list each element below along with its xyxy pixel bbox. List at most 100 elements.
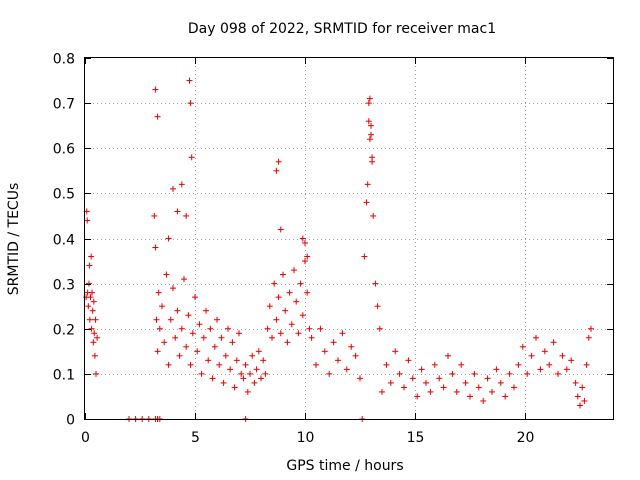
data-point — [453, 388, 460, 395]
data-point — [92, 316, 99, 323]
data-point — [326, 370, 333, 377]
data-point — [185, 312, 192, 319]
data-point — [392, 348, 399, 355]
data-point — [308, 334, 315, 341]
data-point — [379, 388, 385, 395]
y-tick-label: 0 — [66, 413, 75, 429]
data-point — [339, 330, 346, 337]
data-point — [405, 357, 412, 364]
data-point — [277, 330, 284, 337]
data-point — [546, 361, 553, 368]
data-point — [155, 289, 162, 296]
data-point — [497, 379, 504, 386]
data-point — [372, 280, 379, 287]
data-point — [383, 361, 390, 368]
data-point — [90, 339, 97, 346]
data-point — [414, 393, 421, 400]
data-point — [247, 370, 253, 377]
data-point — [291, 267, 297, 274]
data-point — [188, 154, 195, 161]
data-point — [165, 361, 172, 368]
data-point — [273, 316, 280, 323]
x-tick-label: 15 — [407, 430, 425, 446]
data-point — [167, 316, 174, 323]
data-point — [572, 379, 579, 386]
data-point — [369, 154, 376, 161]
data-point — [302, 258, 308, 265]
data-point — [183, 343, 190, 350]
data-point — [198, 370, 205, 377]
y-tick-label: 0.1 — [53, 368, 75, 384]
data-point — [588, 325, 594, 332]
data-point — [363, 199, 370, 206]
data-point — [524, 370, 531, 377]
data-point — [87, 294, 94, 301]
data-point — [216, 361, 223, 368]
data-point — [156, 325, 163, 332]
data-point — [233, 357, 240, 364]
data-point — [91, 330, 98, 337]
data-point — [559, 352, 566, 359]
y-tick-label: 0.8 — [53, 52, 75, 68]
data-point — [225, 325, 231, 332]
data-point — [374, 303, 381, 310]
y-tick-labels: 0 0.1 0.2 0.3 0.4 0.5 0.6 0.7 0.8 — [53, 52, 75, 429]
data-point — [467, 393, 473, 400]
data-point — [209, 375, 216, 382]
data-point — [275, 294, 282, 301]
y-tick-label: 0.2 — [53, 323, 75, 339]
data-point — [91, 352, 98, 359]
data-point — [519, 343, 526, 350]
data-point — [85, 280, 92, 287]
data-point — [471, 370, 478, 377]
y-tick-label: 0.5 — [53, 187, 75, 203]
data-point — [366, 95, 373, 102]
data-point — [445, 352, 451, 359]
data-point — [176, 352, 183, 359]
data-point — [222, 352, 229, 359]
data-point — [227, 366, 234, 373]
data-point — [207, 325, 214, 332]
data-point — [242, 361, 249, 368]
data-point — [86, 316, 93, 323]
data-point — [541, 348, 548, 355]
data-point — [484, 375, 491, 382]
data-point — [502, 393, 509, 400]
data-point — [262, 370, 269, 377]
data-point — [475, 384, 482, 391]
data-point — [236, 330, 242, 337]
data-point — [365, 100, 372, 107]
x-tick-label: 20 — [517, 430, 535, 446]
data-point — [348, 343, 355, 350]
data-point — [581, 397, 588, 404]
data-point — [161, 339, 168, 346]
data-point — [537, 366, 544, 373]
data-point — [462, 379, 469, 386]
data-point — [313, 361, 319, 368]
data-point — [229, 339, 236, 346]
data-point — [170, 185, 176, 192]
data-point — [370, 212, 377, 219]
data-point — [396, 370, 403, 377]
data-point — [196, 321, 203, 328]
data-point — [577, 402, 583, 409]
data-point — [205, 357, 212, 364]
data-point — [515, 361, 522, 368]
data-point — [409, 375, 416, 382]
data-point — [280, 271, 286, 278]
data-point — [431, 361, 438, 368]
data-point — [253, 366, 260, 373]
data-point — [152, 86, 159, 93]
data-point — [427, 388, 434, 395]
data-point — [297, 280, 304, 287]
data-point — [203, 307, 209, 314]
data-point — [493, 366, 500, 373]
data-point — [93, 370, 99, 377]
data-point — [174, 208, 181, 215]
grid-lines — [85, 58, 613, 419]
x-tick-label: 10 — [297, 430, 315, 446]
data-point — [306, 325, 313, 332]
data-point — [365, 118, 372, 125]
data-point — [376, 325, 383, 332]
data-point — [240, 375, 247, 382]
